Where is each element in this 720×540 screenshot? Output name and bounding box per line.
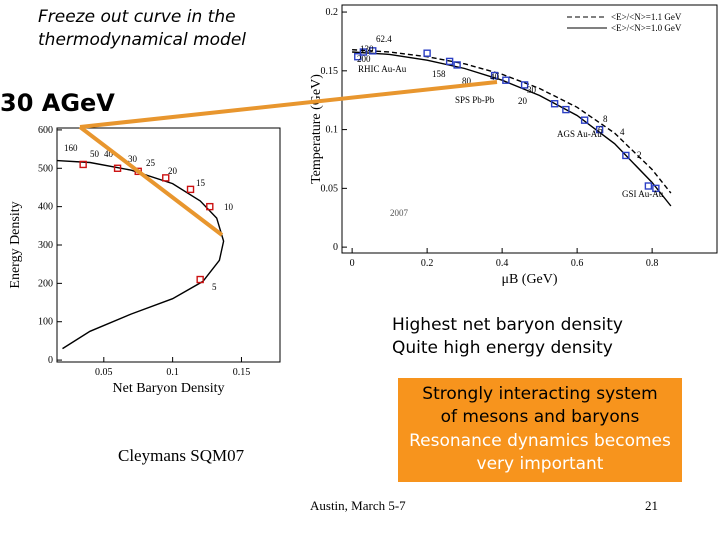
annotation: RHIC Au-Au [358,64,407,74]
x-tick-label: 0 [350,258,355,269]
highlight-box [398,378,682,482]
title-line: Freeze out curve in the [38,7,236,27]
arrow [78,125,224,237]
data-point [644,182,653,190]
x-tick-label: 0.05 [95,367,113,378]
x-tick-label: 0.2 [421,258,434,269]
x-axis-label: Net Baryon Density [113,381,225,396]
data-point [162,174,170,182]
y-tick-label: 100 [38,317,53,328]
arrow [79,80,498,129]
legend-label: <E>/<N>=1.1 GeV [611,12,682,22]
y-tick-label: 0.15 [321,66,339,77]
series-line [352,49,672,194]
annotation: 30 [527,85,537,95]
annotation: 40 [490,72,500,82]
title-line: thermodynamical model [38,30,246,50]
y-axis-label: Temperature (GeV) [309,74,324,184]
data-point [186,185,195,194]
data-point [423,49,431,57]
annotation: 80 [462,76,472,86]
data-point [520,81,529,89]
box-text: of mesons and baryons [441,407,640,427]
x-tick-label: 0.15 [233,367,251,378]
annotation: 20 [168,166,178,176]
y-axis-label: Energy Density [8,201,23,288]
data-point [354,53,362,61]
note: Quite high energy density [392,338,613,358]
credit: Cleymans SQM07 [118,446,245,465]
annotation: AGS Au-Au [557,129,602,139]
annotation: 62.4 [376,34,392,44]
y-tick-label: 200 [38,278,53,289]
note: Highest net baryon density [392,315,623,335]
annotation: 6 [598,125,603,135]
y-tick-label: 600 [38,125,53,136]
footer: Austin, March 5-7 [310,498,406,513]
legend-label: <E>/<N>=1.0 GeV [611,23,682,33]
data-point [445,57,454,66]
y-tick-label: 300 [38,240,53,251]
annotation: 4 [620,127,625,137]
annotation: GSI Au-Au [622,189,664,199]
annotation: 158 [432,69,446,79]
x-axis-label: μB (GeV) [501,272,557,287]
annotation: 15 [196,178,206,188]
annotation: 200 [357,54,371,64]
y-tick-label: 0.2 [326,7,339,18]
x-tick-label: 0.4 [496,258,509,269]
box-text: Resonance dynamics becomes [409,431,671,451]
x-tick-label: 0.8 [646,258,659,269]
data-point [652,184,660,193]
y-tick-label: 0 [333,242,338,253]
annotation: 50 [90,149,100,159]
annotation: 2007 [390,208,409,218]
x-tick-label: 0.1 [166,367,179,378]
annotation: 20 [518,96,528,106]
annotation: 2 [637,150,642,160]
data-point [580,116,589,124]
data-point [453,61,461,69]
data-point [196,275,204,284]
y-tick-label: 0.05 [321,183,339,194]
plot-frame [341,4,718,254]
annotation: 30 [128,154,138,164]
data-point [622,151,630,160]
annotation: 25 [146,158,156,168]
data-point [490,71,499,80]
y-tick-label: 0 [48,355,53,366]
y-tick-label: 500 [38,163,53,174]
annotation: 10 [224,202,234,212]
x-tick-label: 0.6 [571,258,584,269]
page-number: 21 [645,498,658,513]
data-point [595,125,604,134]
series-line [352,51,672,207]
data-point [550,100,559,108]
data-point [562,105,570,114]
data-point [206,202,214,211]
annotation: 5 [212,282,217,292]
energy-label: 30 AGeV [0,89,115,117]
y-tick-label: 0.1 [326,125,339,136]
annotation: SPS Pb-Pb [455,95,495,105]
data-point [359,48,368,56]
annotation: 160 [64,143,78,153]
annotation: 8 [603,114,608,124]
y-tick-label: 400 [38,202,53,213]
annotation: 40 [104,149,114,159]
data-point [113,164,122,172]
series-line [56,159,225,350]
data-point [369,47,377,55]
box-text: Strongly interacting system [422,384,657,404]
data-point [502,76,510,84]
annotation: 130 [360,44,374,54]
box-text: very important [477,454,604,474]
data-point [79,160,87,169]
